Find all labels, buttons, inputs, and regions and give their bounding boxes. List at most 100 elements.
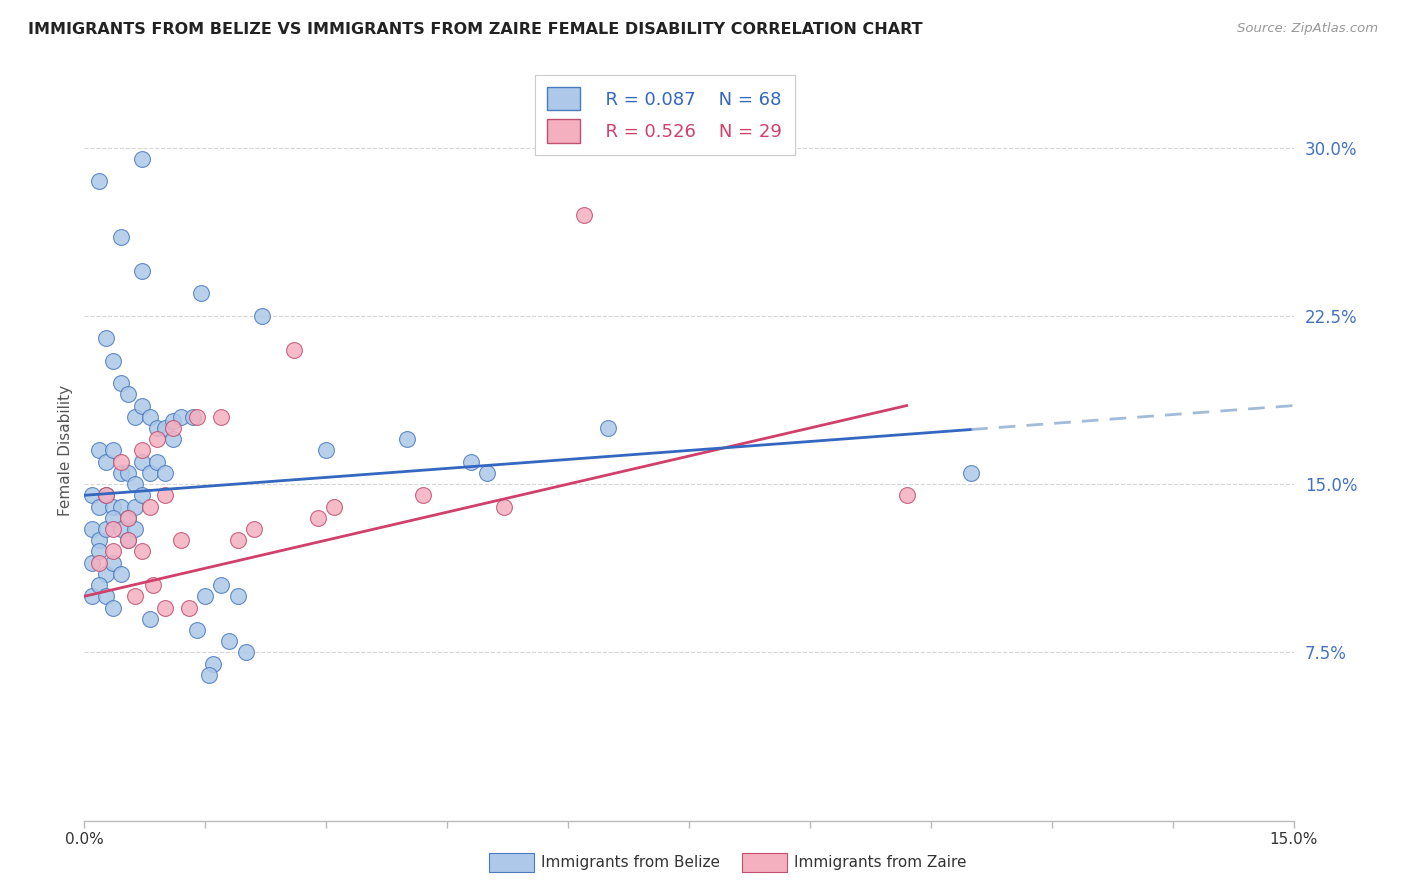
Point: [162, 421, 184, 435]
Point: [572, 208, 595, 222]
Point: [194, 589, 217, 603]
Point: [87, 500, 110, 514]
Point: [226, 533, 249, 548]
Point: [209, 578, 232, 592]
Point: [110, 466, 132, 480]
Y-axis label: Female Disability: Female Disability: [58, 384, 73, 516]
Point: [124, 589, 146, 603]
Point: [80, 488, 103, 502]
Point: [87, 544, 110, 558]
Point: [94, 331, 117, 345]
Point: [131, 443, 153, 458]
Point: [153, 466, 176, 480]
Point: [138, 466, 160, 480]
Point: [117, 533, 139, 548]
Point: [103, 353, 125, 368]
Point: [103, 544, 125, 558]
Point: [94, 589, 117, 603]
Point: [138, 500, 160, 514]
Point: [117, 466, 139, 480]
Point: [170, 409, 193, 424]
Point: [477, 466, 499, 480]
Point: [181, 409, 204, 424]
Point: [162, 414, 184, 428]
Point: [124, 522, 146, 536]
Text: Immigrants from Belize: Immigrants from Belize: [541, 855, 720, 870]
Text: IMMIGRANTS FROM BELIZE VS IMMIGRANTS FROM ZAIRE FEMALE DISABILITY CORRELATION CH: IMMIGRANTS FROM BELIZE VS IMMIGRANTS FRO…: [28, 22, 922, 37]
Point: [131, 455, 153, 469]
Point: [250, 309, 273, 323]
Point: [960, 466, 983, 480]
Point: [80, 589, 103, 603]
Point: [186, 409, 208, 424]
Point: [395, 432, 418, 446]
Point: [103, 443, 125, 458]
Point: [202, 657, 225, 671]
Point: [460, 455, 482, 469]
Point: [198, 668, 221, 682]
Point: [235, 645, 257, 659]
Point: [94, 522, 117, 536]
Point: [124, 500, 146, 514]
Point: [146, 455, 169, 469]
Point: [412, 488, 434, 502]
Point: [103, 500, 125, 514]
Point: [179, 600, 201, 615]
Point: [110, 500, 132, 514]
Point: [103, 556, 125, 570]
Point: [87, 578, 110, 592]
Text: Source: ZipAtlas.com: Source: ZipAtlas.com: [1237, 22, 1378, 36]
Point: [80, 556, 103, 570]
Point: [87, 556, 110, 570]
Point: [598, 421, 620, 435]
Point: [103, 600, 125, 615]
Point: [226, 589, 249, 603]
Text: Immigrants from Zaire: Immigrants from Zaire: [794, 855, 967, 870]
Point: [110, 522, 132, 536]
Point: [131, 544, 153, 558]
Point: [117, 533, 139, 548]
Point: [209, 409, 232, 424]
Point: [110, 376, 132, 391]
Point: [170, 533, 193, 548]
Point: [153, 421, 176, 435]
Point: [94, 488, 117, 502]
Point: [124, 409, 146, 424]
Point: [315, 443, 337, 458]
Point: [242, 522, 264, 536]
Point: [117, 387, 139, 401]
Point: [153, 488, 176, 502]
Point: [492, 500, 515, 514]
Point: [153, 600, 176, 615]
Point: [94, 455, 117, 469]
Point: [87, 533, 110, 548]
Point: [131, 488, 153, 502]
Point: [323, 500, 346, 514]
Point: [131, 152, 153, 166]
Point: [110, 230, 132, 244]
Point: [190, 286, 212, 301]
Point: [80, 522, 103, 536]
Point: [117, 510, 139, 524]
Legend:   R = 0.087    N = 68,   R = 0.526    N = 29: R = 0.087 N = 68, R = 0.526 N = 29: [534, 75, 794, 155]
Point: [896, 488, 918, 502]
Point: [139, 612, 162, 626]
Point: [110, 566, 132, 581]
Point: [138, 409, 160, 424]
Point: [87, 174, 110, 188]
Point: [142, 578, 165, 592]
Point: [110, 455, 132, 469]
Point: [162, 432, 184, 446]
Point: [103, 510, 125, 524]
Point: [186, 623, 208, 637]
Point: [103, 522, 125, 536]
Point: [94, 488, 117, 502]
Point: [124, 477, 146, 491]
Point: [146, 432, 169, 446]
Point: [131, 264, 153, 278]
Point: [87, 443, 110, 458]
Point: [146, 421, 169, 435]
Point: [131, 399, 153, 413]
Point: [218, 634, 240, 648]
Point: [283, 343, 305, 357]
